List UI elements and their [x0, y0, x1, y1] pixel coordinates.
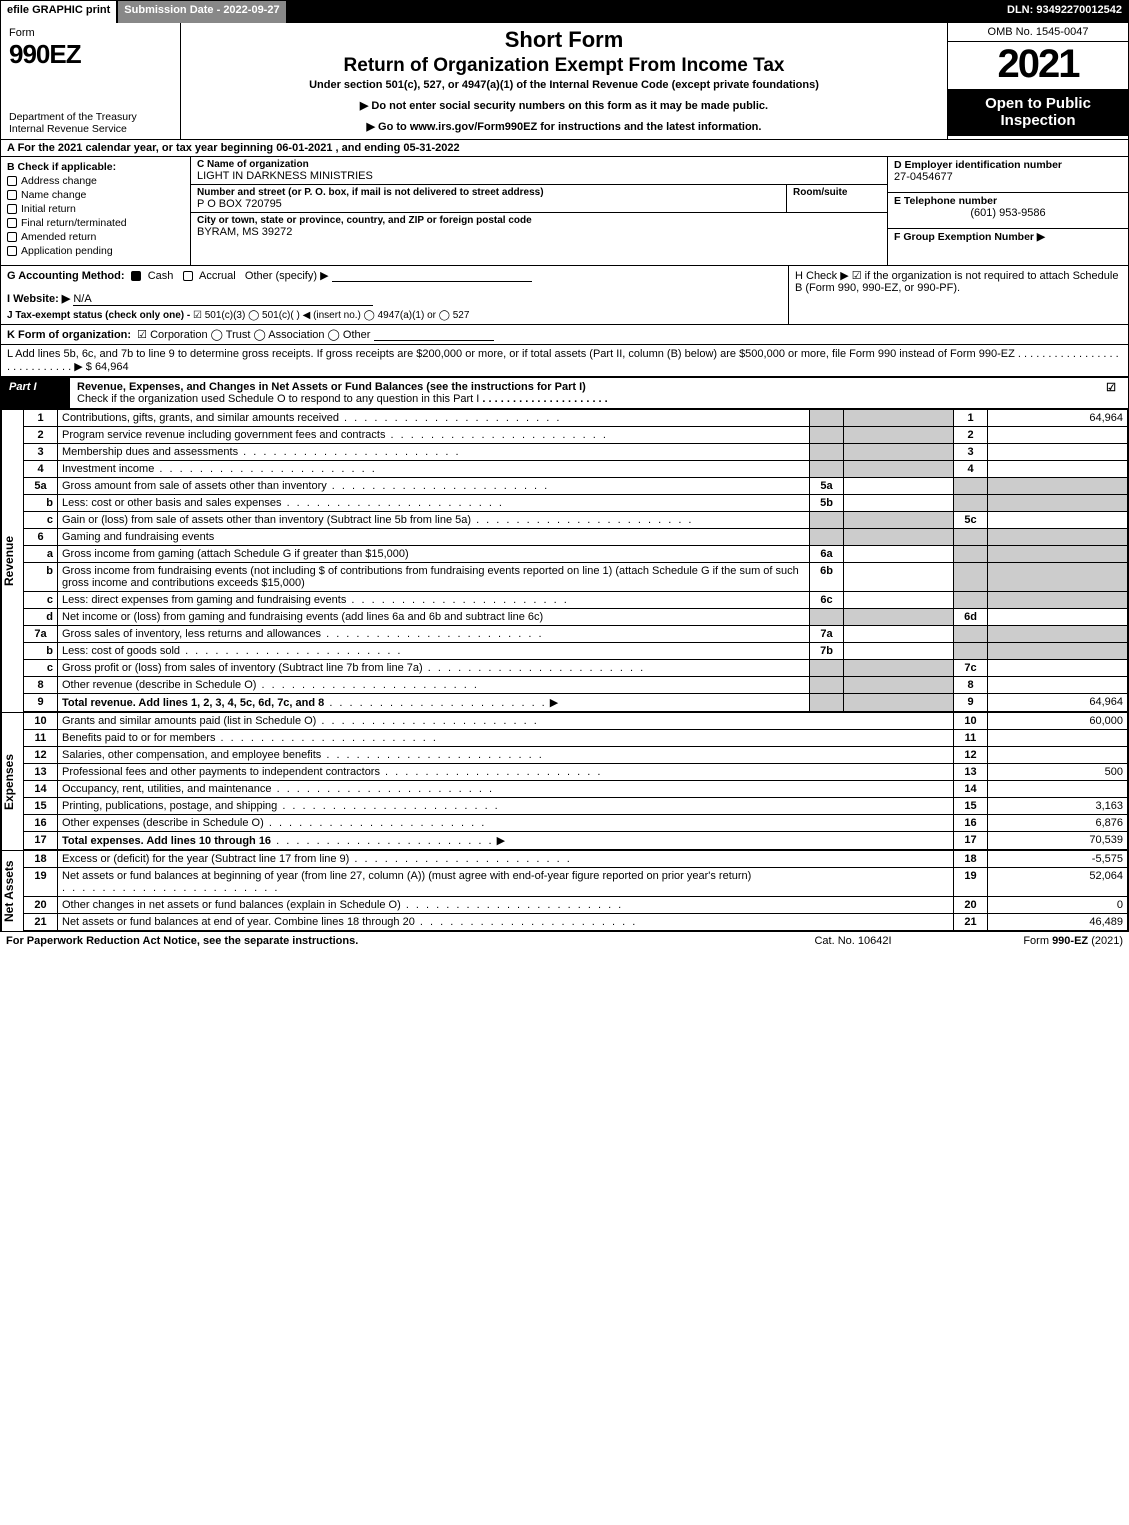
chk-initial-return[interactable]: Initial return	[7, 203, 184, 215]
ssn-warning: ▶ Do not enter social security numbers o…	[191, 99, 937, 112]
chk-application-pending[interactable]: Application pending	[7, 245, 184, 257]
e-phone-cell: E Telephone number (601) 953-9586	[888, 193, 1128, 229]
tax-year: 2021	[948, 42, 1128, 89]
c-org-name-cell: C Name of organization LIGHT IN DARKNESS…	[191, 157, 887, 185]
chk-accrual[interactable]	[183, 271, 193, 281]
part1-dots: . . . . . . . . . . . . . . . . . . . . …	[482, 393, 607, 405]
e-label: E Telephone number	[894, 195, 1122, 207]
efile-topbar: efile GRAPHIC print Submission Date - 20…	[1, 1, 1128, 23]
revenue-table: 1Contributions, gifts, grants, and simil…	[23, 410, 1128, 712]
c-street: P O BOX 720795	[197, 198, 780, 210]
title-main: Return of Organization Exempt From Incom…	[191, 55, 937, 77]
goto-link[interactable]: ▶ Go to www.irs.gov/Form990EZ for instru…	[191, 120, 937, 133]
net-assets-section: Net Assets 18Excess or (deficit) for the…	[1, 850, 1128, 931]
c-city-label: City or town, state or province, country…	[197, 215, 881, 226]
chk-final-return[interactable]: Final return/terminated	[7, 217, 184, 229]
h-schedule-b: H Check ▶ ☑ if the organization is not r…	[788, 266, 1128, 324]
part1-tag: Part I	[1, 378, 71, 408]
form-word: Form	[9, 27, 172, 39]
j-label: J Tax-exempt status (check only one) -	[7, 310, 190, 321]
c-room-label: Room/suite	[793, 187, 881, 198]
chk-name-change[interactable]: Name change	[7, 189, 184, 201]
section-b-checkboxes: B Check if applicable: Address change Na…	[1, 157, 191, 265]
chk-amended-return[interactable]: Amended return	[7, 231, 184, 243]
d-ein-cell: D Employer identification number 27-0454…	[888, 157, 1128, 193]
d-ein: 27-0454677	[894, 171, 1122, 183]
row-l: L Add lines 5b, 6c, and 7b to line 9 to …	[1, 345, 1128, 377]
c-city-cell: City or town, state or province, country…	[191, 213, 887, 265]
dln-number: DLN: 93492270012542	[1001, 1, 1128, 23]
submission-date: Submission Date - 2022-09-27	[118, 1, 287, 23]
section-c-name-address: C Name of organization LIGHT IN DARKNESS…	[191, 157, 888, 265]
c-street-row: Number and street (or P. O. box, if mail…	[191, 185, 887, 213]
part1-header: Part I Revenue, Expenses, and Changes in…	[1, 377, 1128, 409]
omb-number: OMB No. 1545-0047	[948, 23, 1128, 42]
form-header: Form 990EZ Department of the Treasury In…	[1, 23, 1128, 140]
revenue-vlabel: Revenue	[1, 410, 23, 712]
i-website: N/A	[73, 293, 373, 306]
revenue-section: Revenue 1Contributions, gifts, grants, a…	[1, 409, 1128, 712]
g-accounting-method: G Accounting Method: Cash Accrual Other …	[1, 266, 788, 324]
f-group-exemption-cell: F Group Exemption Number ▶	[888, 229, 1128, 265]
c-name-label: C Name of organization	[197, 159, 881, 170]
part1-checknote: Check if the organization used Schedule …	[77, 393, 479, 405]
d-label: D Employer identification number	[894, 159, 1122, 171]
form-number: 990EZ	[9, 39, 172, 70]
c-org-name: LIGHT IN DARKNESS MINISTRIES	[197, 170, 881, 182]
k-label: K Form of organization:	[7, 329, 131, 341]
expenses-section: Expenses 10Grants and similar amounts pa…	[1, 712, 1128, 850]
chk-address-change[interactable]: Address change	[7, 175, 184, 187]
expenses-vlabel: Expenses	[1, 713, 23, 850]
row-gh: G Accounting Method: Cash Accrual Other …	[1, 266, 1128, 325]
i-label: I Website: ▶	[7, 293, 70, 305]
row-a-tax-year: A For the 2021 calendar year, or tax yea…	[1, 140, 1128, 157]
title-subtitle: Under section 501(c), 527, or 4947(a)(1)…	[191, 79, 937, 91]
chk-cash[interactable]	[131, 271, 141, 281]
k-options[interactable]: ☑ Corporation ◯ Trust ◯ Association ◯ Ot…	[137, 329, 370, 341]
open-to-public: Open to Public Inspection	[948, 89, 1128, 136]
c-street-label: Number and street (or P. O. box, if mail…	[197, 187, 780, 198]
footer-paperwork: For Paperwork Reduction Act Notice, see …	[6, 935, 763, 947]
efile-print-label[interactable]: efile GRAPHIC print	[1, 1, 118, 23]
expenses-table: 10Grants and similar amounts paid (list …	[23, 713, 1128, 850]
form-990ez-page: efile GRAPHIC print Submission Date - 20…	[0, 0, 1129, 932]
c-city: BYRAM, MS 39272	[197, 226, 881, 238]
e-phone: (601) 953-9586	[894, 207, 1122, 219]
row-k: K Form of organization: ☑ Corporation ◯ …	[1, 325, 1128, 345]
page-footer: For Paperwork Reduction Act Notice, see …	[0, 932, 1129, 950]
header-right: OMB No. 1545-0047 2021 Open to Public In…	[948, 23, 1128, 139]
f-label: F Group Exemption Number ▶	[894, 231, 1122, 243]
department-label: Department of the Treasury Internal Reve…	[9, 111, 172, 135]
form-title-block: Short Form Return of Organization Exempt…	[181, 23, 948, 139]
b-label: B Check if applicable:	[7, 161, 184, 173]
section-def: D Employer identification number 27-0454…	[888, 157, 1128, 265]
footer-catno: Cat. No. 10642I	[763, 935, 943, 947]
g-other-input[interactable]	[332, 270, 532, 282]
k-other-input[interactable]	[374, 329, 494, 341]
j-options[interactable]: ☑ 501(c)(3) ◯ 501(c)( ) ◀ (insert no.) ◯…	[193, 310, 469, 321]
netassets-table: 18Excess or (deficit) for the year (Subt…	[23, 851, 1128, 931]
block-bcdef: B Check if applicable: Address change Na…	[1, 157, 1128, 266]
form-id-block: Form 990EZ Department of the Treasury In…	[1, 23, 181, 139]
netassets-vlabel: Net Assets	[1, 851, 23, 931]
l-amount: 64,964	[95, 361, 129, 373]
part1-checkbox[interactable]: ☑	[1100, 381, 1122, 405]
footer-formref: Form 990-EZ (2021)	[943, 935, 1123, 947]
part1-title: Revenue, Expenses, and Changes in Net As…	[77, 381, 586, 393]
title-short-form: Short Form	[191, 27, 937, 53]
